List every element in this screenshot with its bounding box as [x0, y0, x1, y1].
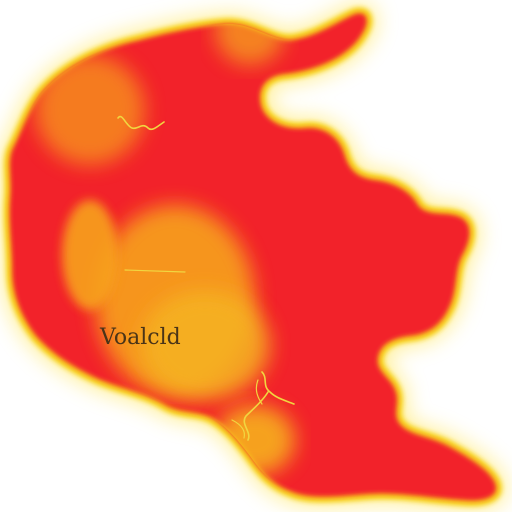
north-highlight — [215, 13, 285, 65]
north-river — [117, 115, 165, 131]
region-label: Voalcld — [99, 325, 181, 350]
central-highlight — [140, 290, 270, 400]
south-river-b — [243, 391, 269, 441]
northwest-highlight — [35, 55, 145, 165]
south-river-c — [231, 419, 245, 439]
south-river-d — [255, 379, 263, 405]
west-highlight — [62, 200, 118, 310]
river-lines — [117, 115, 295, 441]
south-river-a — [261, 371, 295, 405]
west-road — [124, 269, 186, 273]
